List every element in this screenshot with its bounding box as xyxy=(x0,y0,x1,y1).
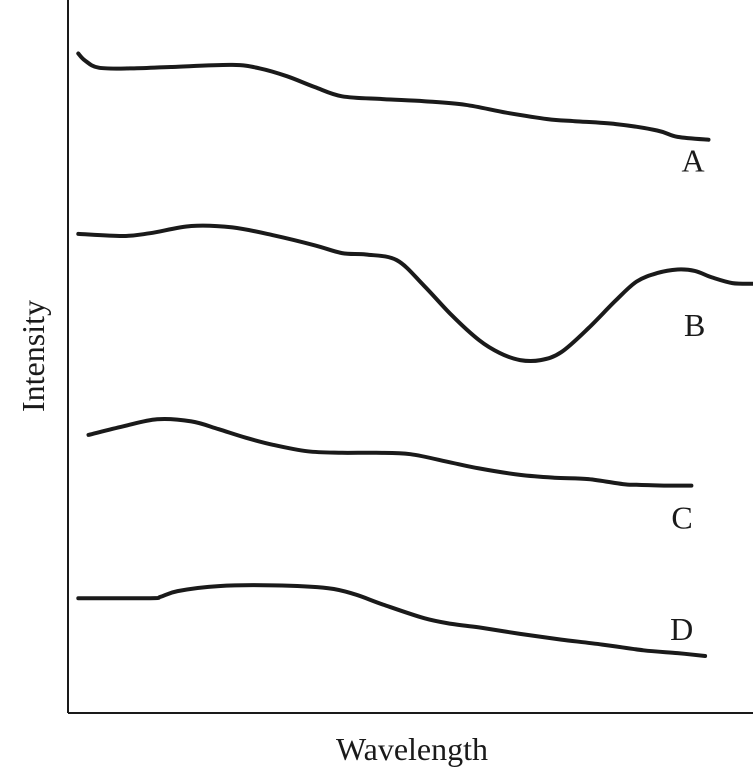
series-line-d xyxy=(76,583,708,658)
series-label-c: C xyxy=(671,500,692,536)
y-axis-label: Intensity xyxy=(15,300,51,412)
series-line-b xyxy=(76,223,753,364)
series-label-a: A xyxy=(682,143,705,179)
x-axis-label: Wavelength xyxy=(336,731,488,767)
series-line-a xyxy=(76,51,711,142)
series-label-layer: A B C D xyxy=(670,143,705,647)
series-line-c xyxy=(86,416,694,488)
series-label-d: D xyxy=(670,611,693,647)
series-layer xyxy=(76,51,753,658)
series-label-b: B xyxy=(684,307,705,343)
